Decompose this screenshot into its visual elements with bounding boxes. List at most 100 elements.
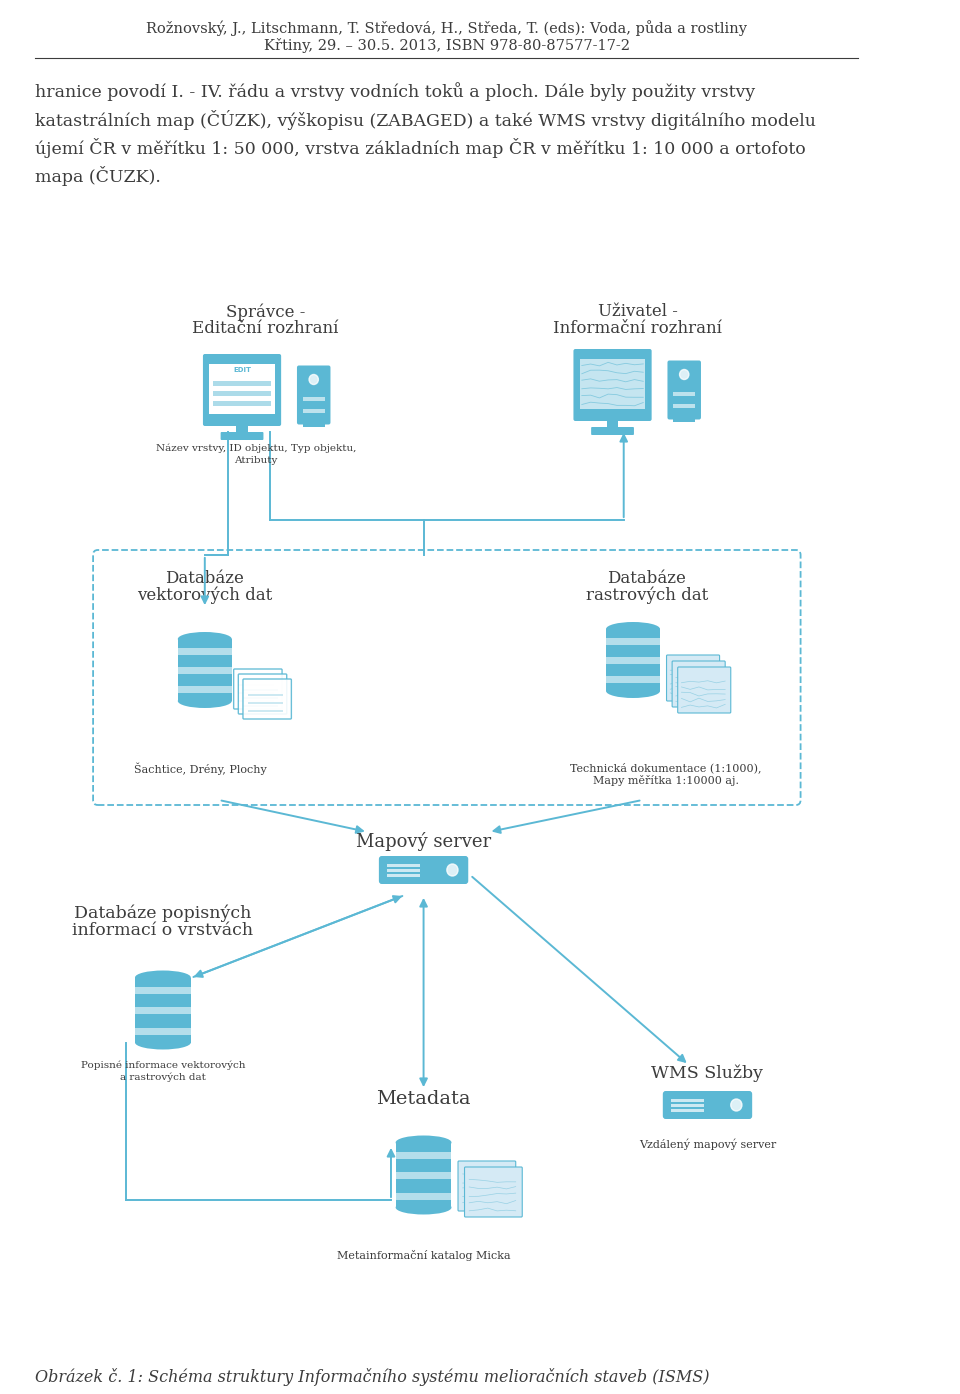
Bar bbox=[135, 1027, 191, 1034]
Text: Metadata: Metadata bbox=[376, 1090, 470, 1108]
Bar bbox=[178, 686, 231, 693]
Ellipse shape bbox=[396, 1136, 451, 1150]
FancyBboxPatch shape bbox=[243, 679, 292, 719]
Bar bbox=[606, 638, 660, 645]
FancyBboxPatch shape bbox=[573, 348, 652, 421]
Bar bbox=[302, 422, 324, 427]
Bar bbox=[580, 360, 645, 408]
Text: informací o vrstvách: informací o vrstvách bbox=[72, 921, 253, 940]
Ellipse shape bbox=[178, 631, 231, 645]
Bar bbox=[396, 1192, 451, 1199]
Text: Uživatel -: Uživatel - bbox=[598, 302, 678, 321]
FancyBboxPatch shape bbox=[233, 669, 282, 710]
Bar bbox=[673, 392, 695, 396]
Bar bbox=[396, 1143, 451, 1207]
Text: Databáze popisných: Databáze popisných bbox=[74, 905, 252, 923]
FancyBboxPatch shape bbox=[666, 655, 720, 701]
Text: Technická dokumentace (1:1000),: Technická dokumentace (1:1000), bbox=[570, 763, 761, 772]
Ellipse shape bbox=[178, 694, 231, 708]
Text: Atributy: Atributy bbox=[234, 456, 277, 466]
Bar bbox=[248, 710, 283, 712]
Bar bbox=[238, 691, 274, 694]
Bar bbox=[135, 1006, 191, 1013]
Bar bbox=[606, 676, 660, 683]
Text: Správce -: Správce - bbox=[226, 302, 305, 321]
Text: Šachtice, Drény, Plochy: Šachtice, Drény, Plochy bbox=[133, 763, 267, 775]
Bar bbox=[673, 417, 695, 421]
FancyBboxPatch shape bbox=[672, 661, 725, 707]
Bar bbox=[671, 1098, 704, 1103]
Bar bbox=[606, 629, 660, 691]
Ellipse shape bbox=[606, 684, 660, 698]
Text: Databáze: Databáze bbox=[165, 570, 244, 587]
FancyBboxPatch shape bbox=[458, 1161, 516, 1211]
FancyBboxPatch shape bbox=[221, 432, 263, 441]
Bar bbox=[178, 638, 231, 701]
Bar bbox=[209, 364, 275, 414]
Bar bbox=[236, 424, 248, 434]
Ellipse shape bbox=[606, 622, 660, 636]
FancyBboxPatch shape bbox=[379, 856, 468, 884]
Bar bbox=[302, 396, 324, 400]
Text: Metainformační katalog Micka: Metainformační katalog Micka bbox=[337, 1250, 511, 1262]
Circle shape bbox=[446, 864, 458, 875]
Bar bbox=[387, 868, 420, 873]
Circle shape bbox=[731, 1098, 742, 1111]
Ellipse shape bbox=[135, 1036, 191, 1050]
Bar bbox=[606, 657, 660, 664]
Text: Křtiny, 29. – 30.5. 2013, ISBN 978-80-87577-17-2: Křtiny, 29. – 30.5. 2013, ISBN 978-80-87… bbox=[264, 38, 630, 53]
FancyBboxPatch shape bbox=[238, 675, 287, 714]
Text: a rastrových dat: a rastrových dat bbox=[120, 1073, 205, 1083]
Text: újemí ČR v měřítku 1: 50 000, vrstva základních map ČR v měřítku 1: 10 000 a ort: újemí ČR v měřítku 1: 50 000, vrstva zák… bbox=[36, 138, 806, 158]
FancyBboxPatch shape bbox=[678, 666, 731, 712]
Bar bbox=[387, 874, 420, 877]
Text: vektorových dat: vektorových dat bbox=[137, 585, 273, 604]
Bar bbox=[671, 1110, 704, 1112]
Text: Mapový server: Mapový server bbox=[356, 832, 492, 850]
Text: Informační rozhraní: Informační rozhraní bbox=[553, 321, 722, 337]
Text: WMS Služby: WMS Služby bbox=[652, 1065, 763, 1083]
Bar bbox=[396, 1171, 451, 1178]
Bar bbox=[387, 864, 420, 867]
Bar bbox=[673, 403, 695, 407]
Text: Název vrstvy, ID objektu, Typ objektu,: Název vrstvy, ID objektu, Typ objektu, bbox=[156, 443, 356, 453]
Bar bbox=[243, 705, 278, 707]
Text: katastrálních map (ČÚZK), výškopisu (ZABAGED) a také WMS vrstvy digitálního mode: katastrálních map (ČÚZK), výškopisu (ZAB… bbox=[36, 110, 816, 130]
Text: Obrázek č. 1: Schéma struktury Informačního systému melioračních staveb (ISMS): Obrázek č. 1: Schéma struktury Informačn… bbox=[36, 1368, 709, 1386]
Bar bbox=[248, 703, 283, 704]
Bar bbox=[135, 977, 191, 1043]
Text: Databáze: Databáze bbox=[608, 570, 686, 587]
Bar bbox=[213, 390, 271, 396]
Circle shape bbox=[309, 375, 319, 385]
Circle shape bbox=[680, 369, 689, 379]
Bar bbox=[213, 381, 271, 386]
Text: EDIT: EDIT bbox=[233, 367, 251, 374]
Bar bbox=[213, 401, 271, 406]
FancyBboxPatch shape bbox=[591, 427, 634, 435]
Text: Mapy měřítka 1:10000 aj.: Mapy měřítka 1:10000 aj. bbox=[592, 775, 738, 786]
FancyBboxPatch shape bbox=[203, 354, 281, 427]
Text: Vzdálený mapový server: Vzdálený mapový server bbox=[638, 1138, 776, 1150]
FancyBboxPatch shape bbox=[465, 1167, 522, 1217]
FancyBboxPatch shape bbox=[667, 361, 701, 420]
Ellipse shape bbox=[135, 970, 191, 984]
Bar bbox=[302, 408, 324, 413]
Text: mapa (ČUZK).: mapa (ČUZK). bbox=[36, 166, 161, 185]
Bar bbox=[243, 697, 278, 698]
Text: Popisné informace vektorových: Popisné informace vektorových bbox=[81, 1059, 245, 1069]
Bar bbox=[243, 689, 278, 691]
FancyBboxPatch shape bbox=[297, 365, 330, 425]
Text: Editační rozhraní: Editační rozhraní bbox=[192, 321, 339, 337]
FancyBboxPatch shape bbox=[662, 1092, 753, 1119]
Bar bbox=[248, 694, 283, 696]
Text: Rožnovský, J., Litschmann, T. Středová, H., Středa, T. (eds): Voda, půda a rostl: Rožnovský, J., Litschmann, T. Středová, … bbox=[146, 20, 747, 36]
Bar bbox=[178, 648, 231, 655]
Ellipse shape bbox=[396, 1200, 451, 1214]
Bar bbox=[671, 1104, 704, 1107]
Text: hranice povodí I. - IV. řádu a vrstvy vodních toků a ploch. Dále byly použity vr: hranice povodí I. - IV. řádu a vrstvy vo… bbox=[36, 82, 756, 100]
Bar bbox=[396, 1151, 451, 1158]
Bar bbox=[238, 700, 274, 703]
Bar bbox=[178, 666, 231, 673]
Bar bbox=[135, 987, 191, 994]
Bar bbox=[238, 684, 274, 686]
